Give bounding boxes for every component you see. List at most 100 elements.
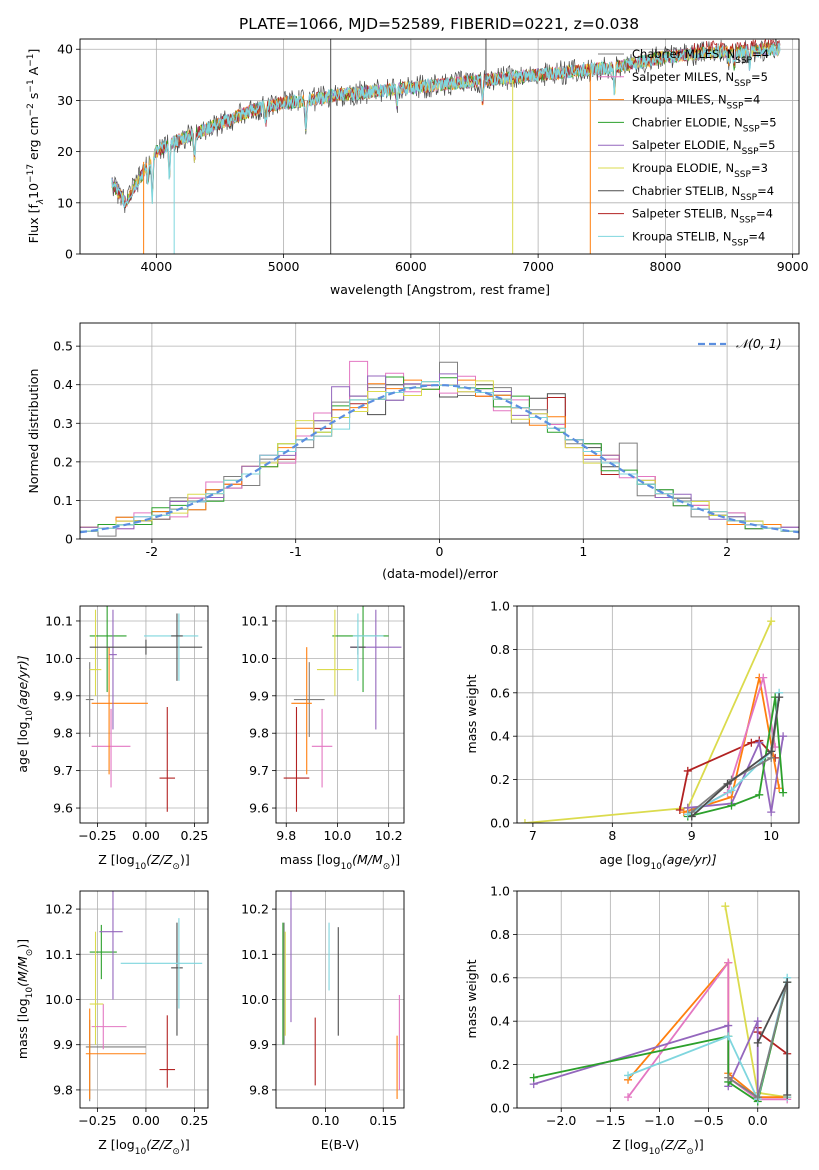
mass-vs-z-ytick-label: 10.0 bbox=[45, 992, 73, 1007]
legend-label-5: Kroupa ELODIE, NSSP=3 bbox=[632, 161, 768, 180]
spectrum-panel-ytick-label: 30 bbox=[57, 93, 73, 108]
age-vs-z-frame bbox=[79, 605, 209, 824]
weight-vs-age-xlabel-part: 10 bbox=[651, 862, 663, 872]
residual-panel-xtick-label: 2 bbox=[723, 544, 731, 559]
weight-vs-z: −2.0 −1.5 −1.0 −0.5 0.0 0.0 0.2 0.4 0.6 0.8 1.0 bbox=[490, 884, 800, 1128]
age-vs-z-xlabel-part: Z [log bbox=[98, 852, 134, 867]
weight-vs-z-marker bbox=[724, 1073, 733, 1082]
weight-vs-age-marker bbox=[687, 812, 696, 821]
weight-vs-z-plot-area bbox=[529, 902, 792, 1106]
residual-panel-ytick-label: 0 bbox=[65, 532, 73, 547]
weight-vs-age-marker bbox=[759, 673, 768, 682]
spectrum-ylabel-part: −1 bbox=[26, 79, 36, 92]
spectrum-ylabel: Flux [fλ10−17 erg cm−2 s−1 A−1] bbox=[26, 49, 46, 244]
weight-vs-age-marker bbox=[779, 788, 788, 797]
legend-label-5-part: Kroupa ELODIE, N bbox=[632, 161, 734, 175]
weight-vs-z-xtick-label: −1.0 bbox=[644, 1113, 674, 1128]
legend-label-5-part: =3 bbox=[751, 161, 768, 175]
mass-vs-z-ylabel-part: 10 bbox=[25, 987, 35, 999]
legend-label-3: Chabrier ELODIE, NSSP=5 bbox=[632, 115, 777, 134]
age-vs-z: −0.25 0.00 0.25 9.6 9.7 9.8 9.9 10.0 10.1 bbox=[45, 605, 209, 843]
spectrum-ylabel-part: −1 bbox=[26, 54, 36, 67]
legend-label-6: Chabrier STELIB, NSSP=4 bbox=[632, 184, 774, 203]
spectrum-panel-ytick-label: 20 bbox=[57, 144, 73, 159]
spectrum-ylabel-part: Flux [f bbox=[26, 204, 41, 244]
legend-label-0-part: SSP bbox=[735, 56, 752, 66]
mass-vs-z-xlabel-part: (Z/Z bbox=[146, 1137, 173, 1152]
legend-label-3-part: Chabrier ELODIE, N bbox=[632, 115, 743, 129]
age-vs-z-xlabel-part: ⊙ bbox=[172, 862, 180, 872]
legend-label-4-part: SSP bbox=[742, 147, 759, 157]
mass-vs-ebv-xtick-label: 0.10 bbox=[312, 1113, 340, 1128]
age-vs-z-ylabel: age [log10(age/yr)] bbox=[15, 655, 35, 772]
age-vs-mass-xlabel-part: ⊙ bbox=[383, 862, 391, 872]
age-vs-z-xlabel: Z [log10(Z/Z⊙)] bbox=[98, 852, 189, 872]
age-vs-z-ytick-label: 9.7 bbox=[53, 763, 73, 778]
weight-vs-z-ylabel: mass weight bbox=[464, 959, 479, 1038]
mass-vs-z-ylabel-part: mass [log bbox=[15, 998, 30, 1059]
legend-label-7: Salpeter STELIB, NSSP=4 bbox=[632, 207, 773, 226]
mass-vs-ebv-xtick-label: 0.15 bbox=[369, 1113, 397, 1128]
weight-vs-z-ytick-label: 0.4 bbox=[490, 1014, 510, 1029]
mass-vs-z-ytick-label: 10.2 bbox=[45, 902, 73, 917]
legend-label-6-part: Chabrier STELIB, N bbox=[632, 184, 740, 198]
mass-vs-z-xtick-label: 0.25 bbox=[181, 1113, 209, 1128]
weight-vs-age-marker bbox=[727, 786, 736, 795]
spectrum-panel-xtick-label: 5000 bbox=[268, 259, 300, 274]
legend-label-1-part: SSP bbox=[734, 79, 751, 89]
spectrum-panel-frame bbox=[79, 38, 800, 255]
mass-vs-z-ylabel-part: (M/M bbox=[15, 956, 30, 987]
mass-vs-ebv-frame bbox=[275, 890, 405, 1109]
mass-vs-z-xtick-label: −0.25 bbox=[78, 1113, 116, 1128]
spectrum-panel-ytick-label: 10 bbox=[57, 195, 73, 210]
mass-vs-z-ylabel: mass [log10(M/M⊙)] bbox=[15, 939, 35, 1059]
residual-panel-xtick-label: 1 bbox=[579, 544, 587, 559]
weight-vs-age-xtick-label: 7 bbox=[529, 828, 537, 843]
age-vs-mass-xlabel-part: mass [log bbox=[280, 852, 341, 867]
legend-label-5-part: SSP bbox=[734, 170, 751, 180]
spectrum-line-8 bbox=[111, 42, 781, 209]
age-vs-z-ytick-label: 9.9 bbox=[53, 688, 73, 703]
weight-vs-z-xtick-label: −1.5 bbox=[595, 1113, 625, 1128]
weight-vs-z-marker bbox=[721, 902, 730, 911]
residual-panel-ytick-label: 0.2 bbox=[53, 454, 73, 469]
gaussian-legend-label: 𝒩(0, 1) bbox=[736, 336, 782, 351]
residual-panel-xtick-label: -1 bbox=[289, 544, 301, 559]
residual-panel: -2 -1 0 1 2 0 0.1 0.2 0.3 0.4 0.5 bbox=[53, 322, 800, 559]
weight-vs-z-xlabel-part: Z [log bbox=[612, 1137, 648, 1152]
spectrum-ylabel-part: s bbox=[26, 93, 41, 104]
legend-label-1: Salpeter MILES, NSSP=5 bbox=[632, 70, 768, 89]
weight-vs-z-xlabel-part: )] bbox=[694, 1137, 704, 1152]
weight-vs-z-ytick-label: 1.0 bbox=[490, 884, 510, 899]
age-vs-mass-xlabel-part: (M/M bbox=[352, 852, 383, 867]
spectrum-panel-xtick-label: 8000 bbox=[649, 259, 681, 274]
weight-vs-z-marker bbox=[724, 958, 733, 967]
age-vs-mass-ytick-label: 9.7 bbox=[249, 763, 269, 778]
mass-vs-z-ylabel-part: ⊙ bbox=[25, 949, 35, 957]
spectrum-panel: 4000 5000 6000 7000 8000 9000 0 10 20 30 40 bbox=[57, 38, 809, 274]
weight-vs-age-marker bbox=[683, 766, 692, 775]
legend-label-0-part: Chabrier MILES, N bbox=[632, 47, 735, 61]
weight-vs-z-marker bbox=[753, 1093, 762, 1102]
weight-vs-age-marker bbox=[767, 617, 776, 626]
legend-label-8: Kroupa STELIB, NSSP=4 bbox=[632, 229, 765, 248]
residual-panel-frame bbox=[79, 322, 800, 540]
weight-vs-age-marker bbox=[775, 693, 784, 702]
mass-vs-z-plot-area bbox=[85, 891, 203, 1102]
age-vs-mass-xlabel-part: )] bbox=[390, 852, 400, 867]
weight-vs-z-marker bbox=[624, 1093, 633, 1102]
spectrum-panel-xtick-label: 6000 bbox=[395, 259, 427, 274]
mass-vs-z-frame bbox=[79, 890, 209, 1109]
age-vs-z-xtick-label: 0.00 bbox=[132, 828, 160, 843]
residual-panel-ytick-label: 0.1 bbox=[53, 493, 73, 508]
legend-label-2-part: Kroupa MILES, N bbox=[632, 93, 727, 107]
mass-vs-ebv-plot-area bbox=[282, 891, 400, 1099]
weight-vs-age-marker bbox=[779, 732, 788, 741]
weight-vs-z-marker bbox=[624, 1071, 633, 1080]
spectrum-ylabel-part: ] bbox=[26, 49, 41, 54]
legend-label-0-part: =4 bbox=[752, 47, 769, 61]
weight-vs-z-xlabel-part: ⊙ bbox=[686, 1147, 694, 1157]
weight-vs-age-marker bbox=[520, 819, 529, 823]
legend-label-8-part: Kroupa STELIB, N bbox=[632, 229, 732, 243]
